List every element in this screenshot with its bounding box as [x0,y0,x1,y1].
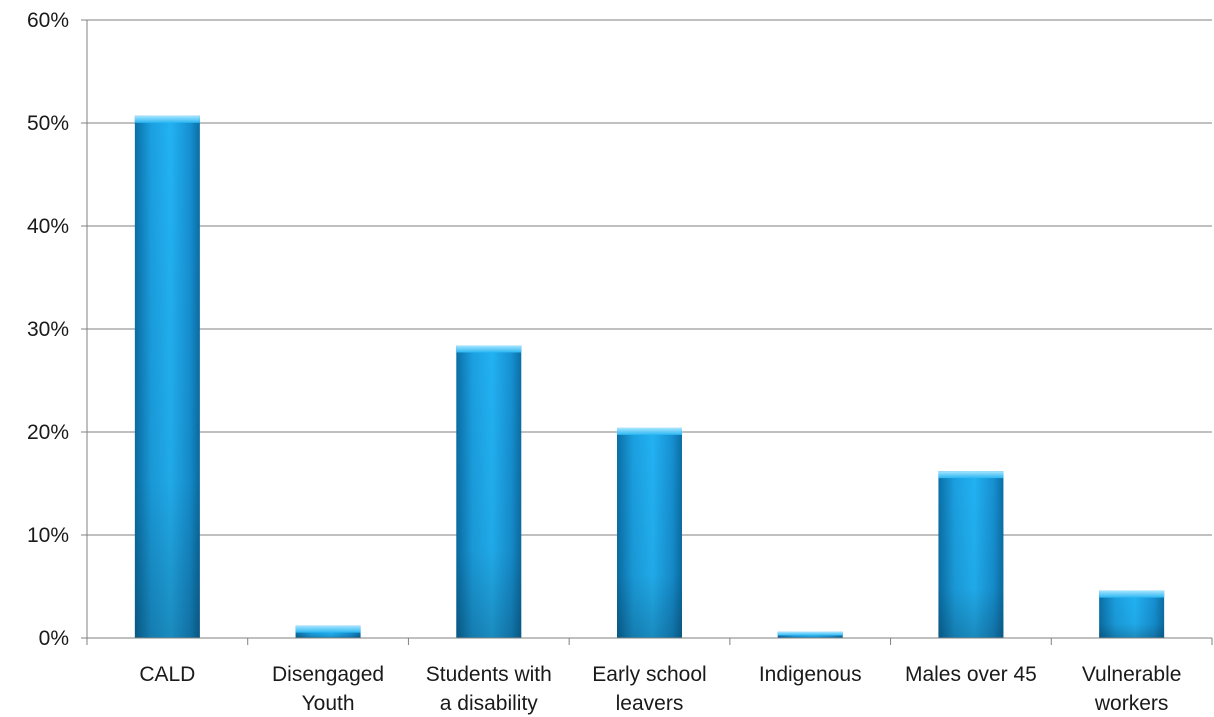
bar [777,631,843,638]
bar-cap [1099,590,1165,598]
bar-shade [938,471,1004,638]
bar-shade [456,345,522,638]
y-tick-labels: 0% 10% 20% 30% 40% 50% 60% [27,9,69,650]
x-category-label: Students with a disability [426,663,552,715]
bar-cap [456,345,522,353]
x-category-label-line: Vulnerable [1082,663,1182,686]
x-category-label-line: Males over 45 [905,663,1037,686]
y-tick-label: 0% [39,627,69,650]
bar [456,345,522,638]
axes [81,19,1213,645]
x-category-label: CALD [139,663,195,686]
bar [938,471,1004,638]
x-category-label-line: a disability [440,692,539,715]
bar-shade [1099,590,1165,638]
x-category-label-line: Students with [426,663,552,686]
y-tick-label: 50% [27,112,69,135]
bar-cap [617,427,682,435]
x-category-label: Males over 45 [905,663,1037,686]
x-category-label-line: Early school [592,663,706,686]
bar [134,115,200,639]
bar-cap [295,625,361,633]
bar-cap [777,631,843,636]
x-category-label-line: leavers [616,692,684,715]
x-category-label-line: workers [1094,692,1169,715]
bar-shade [134,115,200,639]
bar [617,427,682,638]
bar-cap [938,471,1004,479]
x-category-label-line: CALD [139,663,195,686]
x-category-label: Indigenous [759,663,862,686]
x-category-labels: CALD Disengaged Youth Students with a disabi… [139,663,1181,715]
x-category-label-line: Youth [302,692,355,715]
x-category-label-line: Indigenous [759,663,862,686]
y-tick-label: 40% [27,215,69,238]
bar-cap [134,115,200,123]
x-category-label: Early school leavers [592,663,706,715]
y-tick-label: 10% [27,524,69,547]
x-category-label: Vulnerable workers [1082,663,1182,715]
y-tick-label: 20% [27,421,69,444]
bar [1099,590,1165,638]
x-category-label-line: Disengaged [272,663,384,686]
x-category-label: Disengaged Youth [272,663,384,715]
bars [134,115,1165,639]
bar-shade [617,427,682,638]
bar [295,625,361,638]
y-tick-label: 60% [27,9,69,32]
gridlines [87,19,1212,536]
y-tick-label: 30% [27,318,69,341]
